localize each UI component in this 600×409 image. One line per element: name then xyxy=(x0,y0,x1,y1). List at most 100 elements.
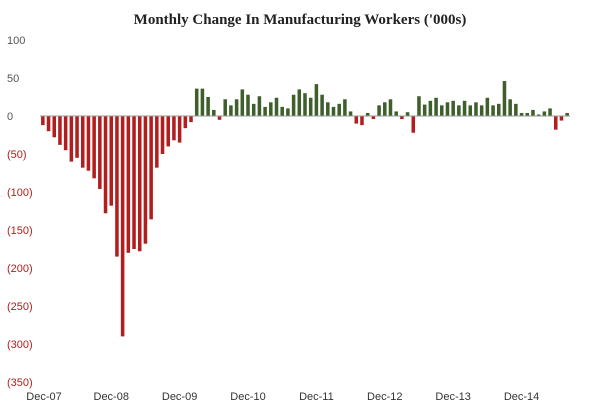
y-tick-label: (150) xyxy=(7,225,33,237)
bar xyxy=(462,100,467,116)
bar xyxy=(280,106,284,116)
bar xyxy=(536,114,541,116)
x-tick-label: Dec-12 xyxy=(367,391,402,403)
bar xyxy=(559,116,564,121)
bar xyxy=(320,94,324,116)
bar xyxy=(234,99,239,116)
bar xyxy=(177,116,182,143)
y-axis-ticks: 100 50 0 (50) (100) (150) (200) (250) (300) (350) xyxy=(7,35,33,389)
bar xyxy=(269,102,273,116)
bar xyxy=(354,116,359,124)
x-tick-label: Dec-07 xyxy=(26,391,61,403)
bar xyxy=(212,109,216,116)
x-tick-label: Dec-14 xyxy=(504,391,539,403)
bar xyxy=(189,116,193,123)
bar xyxy=(69,116,74,162)
bar xyxy=(166,116,170,147)
bar xyxy=(75,116,79,158)
bar xyxy=(440,105,444,116)
bar xyxy=(331,106,336,116)
bar xyxy=(508,99,512,116)
bar xyxy=(126,116,131,253)
x-tick-label: Dec-11 xyxy=(299,391,334,403)
bar xyxy=(86,116,91,171)
bar xyxy=(565,112,569,116)
x-tick-label: Dec-08 xyxy=(94,391,129,403)
bar xyxy=(274,97,279,116)
bar xyxy=(445,102,450,116)
bar xyxy=(365,112,370,116)
bar xyxy=(457,105,461,116)
bar xyxy=(474,102,478,116)
bar xyxy=(479,105,484,116)
bar xyxy=(337,103,341,116)
y-tick-label: (300) xyxy=(7,339,33,351)
y-tick-label: 100 xyxy=(7,35,25,47)
y-tick-label: (200) xyxy=(7,263,33,275)
bar xyxy=(63,116,68,151)
bar xyxy=(251,103,256,116)
bar-series xyxy=(41,81,569,337)
y-tick-label: 50 xyxy=(7,73,19,85)
bar xyxy=(400,116,404,120)
y-tick-label: (250) xyxy=(7,301,33,313)
bar xyxy=(525,112,530,116)
bar xyxy=(115,116,119,257)
bar xyxy=(468,105,473,116)
bar xyxy=(377,105,381,116)
bar xyxy=(183,116,188,129)
x-tick-label: Dec-10 xyxy=(230,391,265,403)
bar xyxy=(388,99,393,116)
bar xyxy=(257,96,262,116)
bar xyxy=(172,116,176,141)
y-tick-label: (100) xyxy=(7,187,33,199)
bar xyxy=(263,106,267,116)
x-axis-ticks: Dec-07 Dec-08 Dec-09 Dec-10 Dec-11 Dec-12 Dec-… xyxy=(26,391,539,403)
bar xyxy=(360,116,364,126)
y-tick-label: 0 xyxy=(7,111,13,123)
bar xyxy=(223,99,227,116)
bar xyxy=(98,116,102,189)
bar xyxy=(80,116,85,168)
y-tick-label: (350) xyxy=(7,377,33,389)
bar xyxy=(519,112,524,116)
bar xyxy=(200,88,205,116)
bar xyxy=(422,104,427,116)
bar xyxy=(411,116,416,133)
bar xyxy=(314,84,319,116)
bar xyxy=(41,116,45,126)
bar xyxy=(194,88,199,116)
bar xyxy=(103,116,108,214)
bar xyxy=(348,111,353,116)
bar xyxy=(548,108,552,116)
bar xyxy=(531,109,535,116)
bar xyxy=(132,116,136,249)
bar xyxy=(240,89,245,116)
chart-title: Monthly Change In Manufacturing Workers … xyxy=(134,12,467,28)
bar xyxy=(428,100,433,116)
bar xyxy=(502,81,507,116)
bar xyxy=(371,116,376,120)
bar xyxy=(143,116,148,244)
bar xyxy=(137,116,142,252)
bar xyxy=(497,103,501,116)
bar xyxy=(286,108,290,116)
bar xyxy=(217,116,222,120)
bar xyxy=(514,103,518,116)
bar xyxy=(109,116,113,206)
bar xyxy=(58,116,62,145)
bar xyxy=(297,89,302,116)
bar xyxy=(308,97,313,116)
bar xyxy=(120,116,125,337)
bar xyxy=(383,102,387,116)
bar xyxy=(46,116,51,132)
x-tick-label: Dec-13 xyxy=(435,391,470,403)
bar xyxy=(52,116,57,138)
bar xyxy=(451,100,455,116)
bar xyxy=(434,97,438,116)
bar xyxy=(485,97,490,116)
bar xyxy=(160,116,165,154)
bar xyxy=(417,96,421,116)
bar xyxy=(303,93,307,116)
